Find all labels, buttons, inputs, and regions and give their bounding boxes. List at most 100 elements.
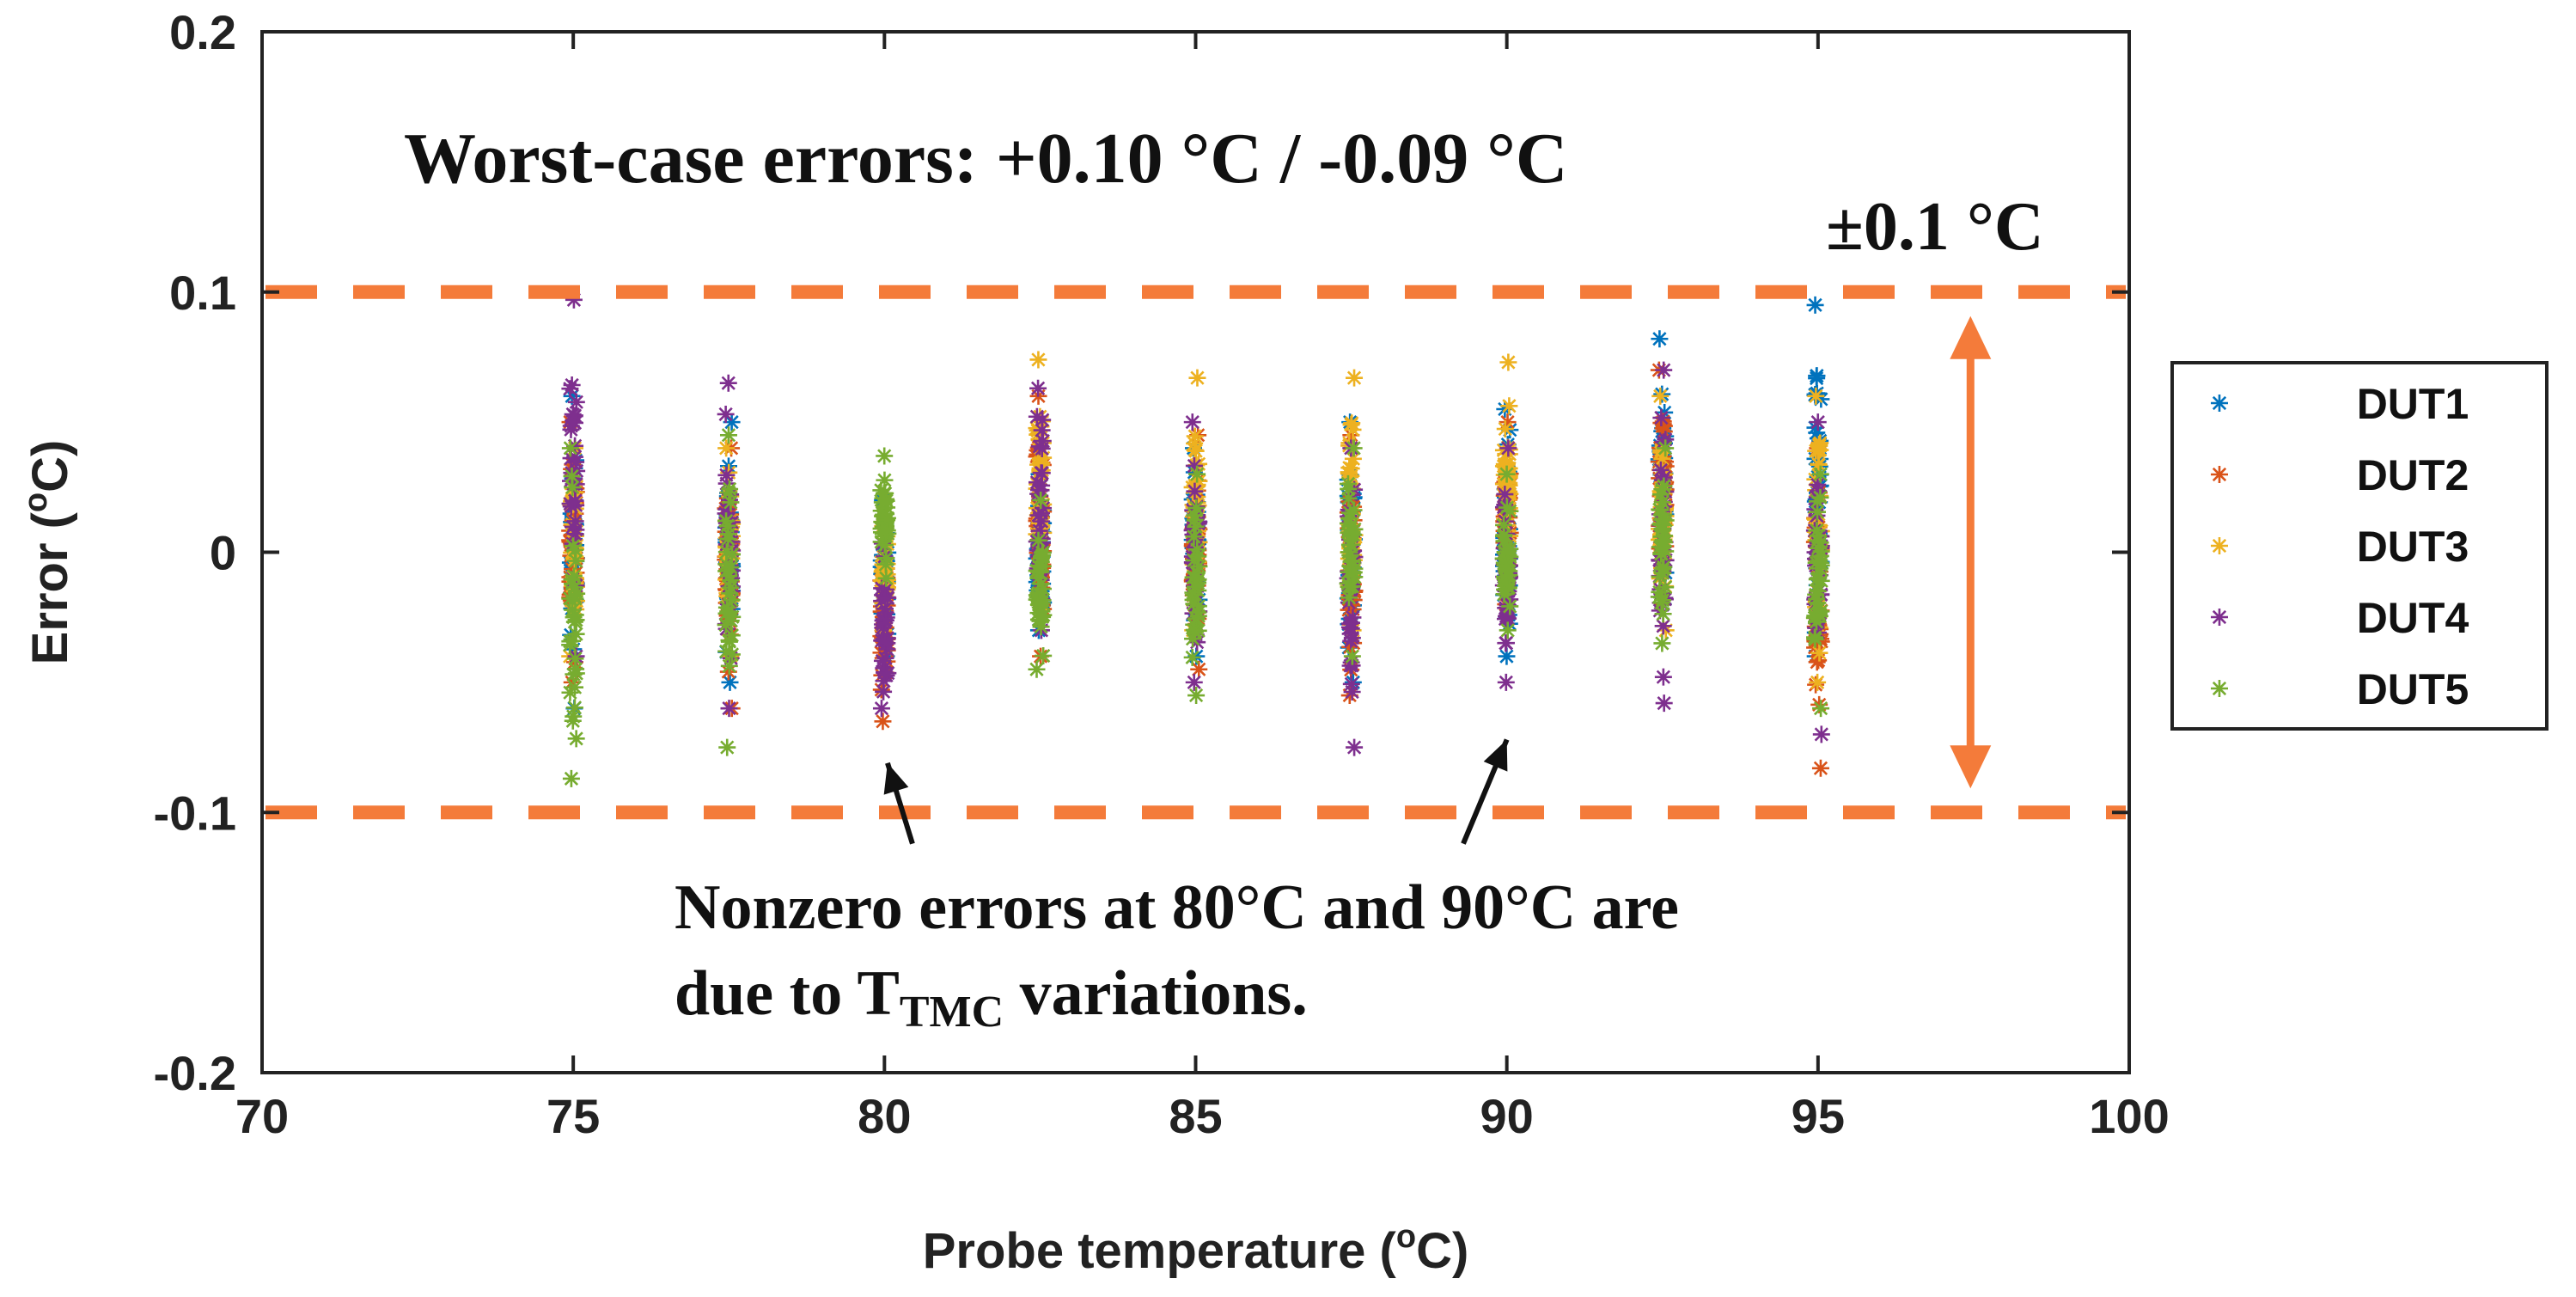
data-point: [1183, 413, 1201, 431]
data-point: [1809, 475, 1827, 493]
data-point: [565, 291, 583, 309]
data-point: [1652, 441, 1670, 459]
data-point: [1185, 595, 1203, 613]
data-point: [1035, 449, 1053, 467]
data-point: [876, 447, 894, 465]
data-point: [1035, 523, 1053, 541]
data-point: [1500, 474, 1518, 492]
data-point: [1808, 424, 1826, 442]
data-point: [1032, 464, 1050, 482]
data-point: [1341, 578, 1359, 596]
data-point: [1035, 646, 1053, 664]
data-point: [1032, 491, 1050, 509]
data-point: [721, 673, 739, 691]
data-point: [1807, 387, 1825, 405]
data-point: [875, 682, 893, 701]
data-point: [1185, 673, 1203, 691]
y-tick-label: 0.2: [169, 5, 236, 59]
data-point: [1341, 517, 1359, 535]
data-point: [873, 592, 891, 610]
data-point: [561, 380, 579, 398]
data-point: [1340, 535, 1358, 554]
x-tick-label: 95: [1792, 1089, 1845, 1143]
legend-label: DUT5: [2357, 665, 2469, 713]
data-point: [1029, 379, 1047, 397]
data-point: [1342, 416, 1360, 434]
data-point: [1190, 455, 1208, 473]
data-point: [1654, 605, 1672, 623]
bound-label: ±0.1 °C: [1826, 189, 2044, 265]
data-point: [1498, 647, 1516, 665]
y-tick-label: 0.1: [169, 266, 236, 320]
data-point: [1655, 361, 1673, 379]
legend-label: DUT1: [2357, 380, 2469, 428]
data-point: [1812, 633, 1830, 651]
data-point: [565, 609, 583, 627]
data-point: [1809, 673, 1827, 691]
data-point: [1657, 439, 1675, 457]
data-point: [1500, 566, 1518, 584]
data-point: [1809, 503, 1827, 521]
data-point: [879, 589, 897, 607]
data-point: [723, 413, 741, 431]
data-point: [1807, 442, 1825, 460]
data-point: [1657, 578, 1675, 596]
data-point: [717, 474, 736, 492]
data-point: [1028, 660, 1046, 678]
data-point: [1343, 629, 1361, 647]
data-point: [1183, 648, 1201, 666]
x-tick-label: 85: [1169, 1089, 1222, 1143]
data-point: [1500, 397, 1518, 415]
legend-item-dut2: DUT2: [2211, 451, 2469, 499]
data-point: [719, 426, 737, 444]
data-point: [1029, 351, 1047, 369]
data-point: [1030, 469, 1048, 487]
data-point: [1187, 517, 1205, 535]
data-point: [1340, 510, 1358, 528]
data-point: [1344, 450, 1362, 468]
data-point: [565, 578, 583, 596]
data-point: [877, 492, 895, 510]
data-point: [567, 625, 585, 643]
data-point: [567, 552, 585, 570]
data-point: [1032, 575, 1050, 593]
data-point: [1343, 683, 1361, 701]
data-point: [717, 555, 736, 573]
data-point: [1811, 465, 1829, 483]
data-point: [561, 683, 579, 701]
data-point: [1184, 630, 1202, 648]
x-tick-label: 100: [2089, 1089, 2169, 1143]
data-point: [567, 730, 585, 748]
data-point: [561, 636, 579, 654]
data-point: [1340, 489, 1358, 507]
data-point: [717, 405, 735, 423]
data-point: [1187, 499, 1206, 517]
data-point: [718, 738, 736, 756]
legend-label: DUT4: [2357, 594, 2469, 642]
data-point: [723, 645, 741, 664]
y-tick-label: 0: [210, 526, 236, 580]
data-point: [1345, 526, 1363, 544]
legend-marker: [2211, 466, 2228, 483]
data-point: [717, 500, 736, 518]
data-point: [1028, 419, 1046, 437]
data-point: [1811, 560, 1829, 578]
data-point: [1808, 367, 1826, 385]
data-point: [1340, 480, 1358, 498]
data-point: [1808, 570, 1826, 588]
data-point: [876, 611, 894, 629]
data-point: [1344, 609, 1362, 627]
data-point: [1028, 407, 1046, 425]
data-point: [566, 590, 584, 608]
data-point: [1651, 387, 1670, 405]
data-point: [1496, 486, 1514, 504]
data-point: [1341, 557, 1359, 575]
data-point: [1655, 433, 1673, 451]
legend-item-dut1: DUT1: [2211, 380, 2469, 428]
data-point: [565, 665, 583, 683]
data-point: [1496, 512, 1514, 530]
legend-marker: [2211, 395, 2228, 412]
data-point: [1653, 480, 1671, 499]
data-point: [1654, 531, 1672, 549]
nonzero-note: Nonzero errors at 80°C and 90°C are due …: [675, 872, 1679, 1037]
